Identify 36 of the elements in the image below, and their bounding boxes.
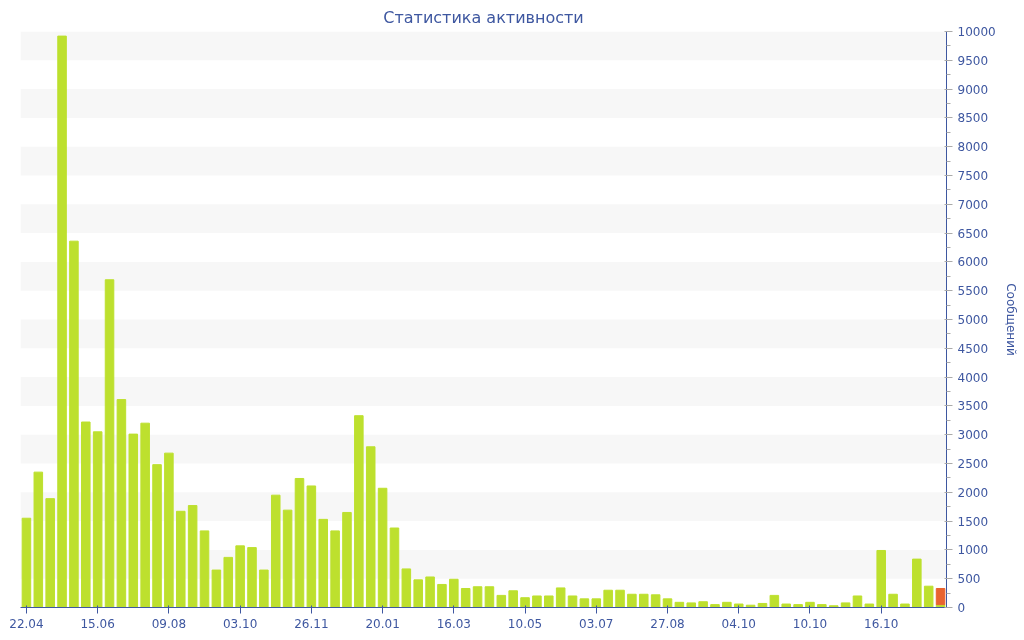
y-tick-label: 0 [957,601,966,615]
y-tick-label: 8000 [957,140,989,155]
x-tick-label: 10.05 [507,616,543,631]
x-tick-label: 03.07 [579,616,614,631]
y-tick-label: 3500 [957,399,989,414]
y-tick-label: 5000 [957,313,989,327]
y-tick-label: 4500 [957,341,989,356]
y-tick-label: 7000 [957,197,989,212]
y-tick-label: 2500 [957,457,989,471]
chart-title: Статистика активности [383,7,584,27]
x-tick-label: 16.03 [436,616,471,631]
y-tick-label: 1000 [957,543,989,558]
y-tick-label: 6000 [957,255,989,270]
x-tick-label: 16.10 [864,616,899,631]
x-tick-label: 20.01 [365,616,400,631]
x-tick-label: 10.10 [792,616,828,631]
x-tick-label: 04.10 [721,616,756,631]
y-tick-label: 4000 [957,370,989,385]
y-tick-label: 2000 [957,485,989,500]
y-tick-label: 5500 [957,284,989,299]
x-tick-label: 27.08 [650,616,685,631]
y-axis-title: Сообщений [1003,283,1018,356]
y-tick-label: 8500 [957,111,989,126]
x-tick-label: 09.08 [151,616,187,631]
y-tick-label: 7500 [957,169,989,183]
x-tick-label: 22.04 [9,616,44,631]
y-tick-label: 500 [957,572,981,587]
x-tick-label: 03.10 [222,616,258,631]
x-tick-label: 15.06 [80,616,115,631]
y-tick-label: 10000 [957,25,996,39]
y-tick-label: 6500 [957,226,989,241]
y-tick-label: 1500 [957,514,989,529]
y-tick-label: 3000 [957,428,989,443]
y-tick-label: 9500 [957,53,989,68]
x-tick-label: 26.11 [294,616,329,631]
y-tick-label: 9000 [957,82,989,97]
